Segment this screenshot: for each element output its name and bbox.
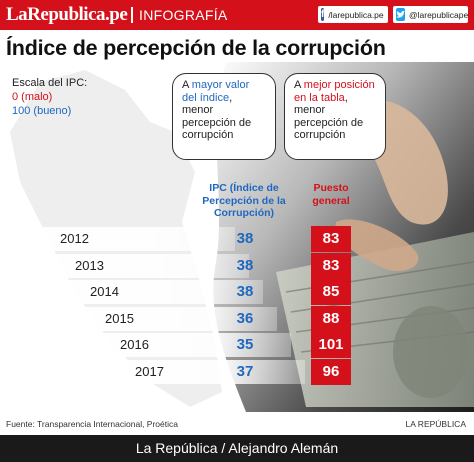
ipc-scale-legend: Escala del IPC: 0 (malo) 100 (bueno): [12, 76, 87, 118]
year-label: 2017: [135, 364, 164, 379]
year-band: [0, 280, 263, 305]
year-band: [0, 360, 305, 384]
rank-value: 85: [311, 279, 351, 306]
year-label: 2012: [60, 231, 89, 246]
rank-note-emphasis: mejor posición en la tabla: [294, 79, 375, 104]
rank-value: 96: [311, 359, 351, 385]
rank-value: 88: [311, 305, 351, 332]
year-label: 2013: [75, 257, 104, 273]
year-band: [0, 306, 277, 331]
section-label: INFOGRAFÍA: [139, 7, 228, 23]
rank-value: 83: [311, 226, 351, 252]
ipc-note-text-1: A: [182, 79, 192, 91]
year-band: [0, 253, 249, 278]
ipc-value: 37: [236, 363, 254, 380]
table-row: 2014 38 85: [0, 279, 474, 306]
facebook-link[interactable]: f /larepublica.pe: [318, 6, 388, 23]
table-row: 2015 36 88: [0, 305, 474, 332]
credit-footer: La República / Alejandro Alemán: [0, 435, 474, 462]
table-row: 2013 38 83: [0, 252, 474, 279]
ipc-value: 38: [236, 256, 254, 274]
year-label: 2014: [90, 284, 119, 300]
year-label: 2015: [105, 310, 134, 326]
ipc-note-emphasis: mayor valor del índice: [182, 79, 250, 104]
rank-note-bubble: A mejor posición en la tabla, menor perc…: [284, 73, 386, 160]
twitter-icon: [396, 8, 405, 21]
ipc-note-text-2: , menor percepción de corrupción: [182, 91, 252, 142]
table-row: 2016 35 101: [0, 332, 474, 359]
rank-column-header: Puesto general: [312, 182, 350, 207]
chart-title: Índice de percepción de la corrupción: [6, 36, 386, 60]
source-note: Fuente: Transparencia Internacional, Pro…: [6, 419, 178, 429]
ipc-column-header: IPC (Índice de Percepción de la Corrupci…: [202, 182, 286, 219]
legend-good: 100 (bueno): [12, 105, 72, 117]
rank-note-text-1: A: [294, 79, 304, 91]
twitter-handle: @larepublicape: [409, 9, 469, 20]
legend-title: Escala del IPC:: [12, 77, 88, 89]
rank-note-text-2: , menor percepción de corrupción: [294, 91, 364, 142]
table-row: 2017 37 96: [0, 359, 474, 385]
ipc-value: 38: [236, 230, 254, 247]
header-divider: [131, 7, 133, 23]
year-label: 2016: [120, 337, 149, 353]
legend-bad: 0 (malo): [12, 91, 53, 103]
year-band: [0, 333, 291, 358]
twitter-link[interactable]: @larepublicape: [393, 6, 468, 23]
ipc-value: 36: [236, 309, 254, 327]
facebook-icon: f: [321, 8, 325, 21]
table-row: 2012 38 83: [0, 226, 474, 252]
brand-logo[interactable]: LaRepublica.pe: [6, 4, 128, 25]
ipc-value: 38: [236, 283, 254, 301]
year-band: [0, 227, 235, 251]
header-bar: LaRepublica.pe INFOGRAFÍA f /larepublica…: [0, 0, 474, 30]
facebook-handle: /larepublica.pe: [328, 9, 384, 20]
publisher-label: LA REPÚBLICA: [405, 419, 466, 429]
rank-value: 101: [311, 332, 351, 359]
ipc-value: 35: [236, 336, 254, 354]
rank-value: 83: [311, 252, 351, 279]
ipc-note-bubble: A mayor valor del índice, menor percepci…: [172, 73, 276, 160]
